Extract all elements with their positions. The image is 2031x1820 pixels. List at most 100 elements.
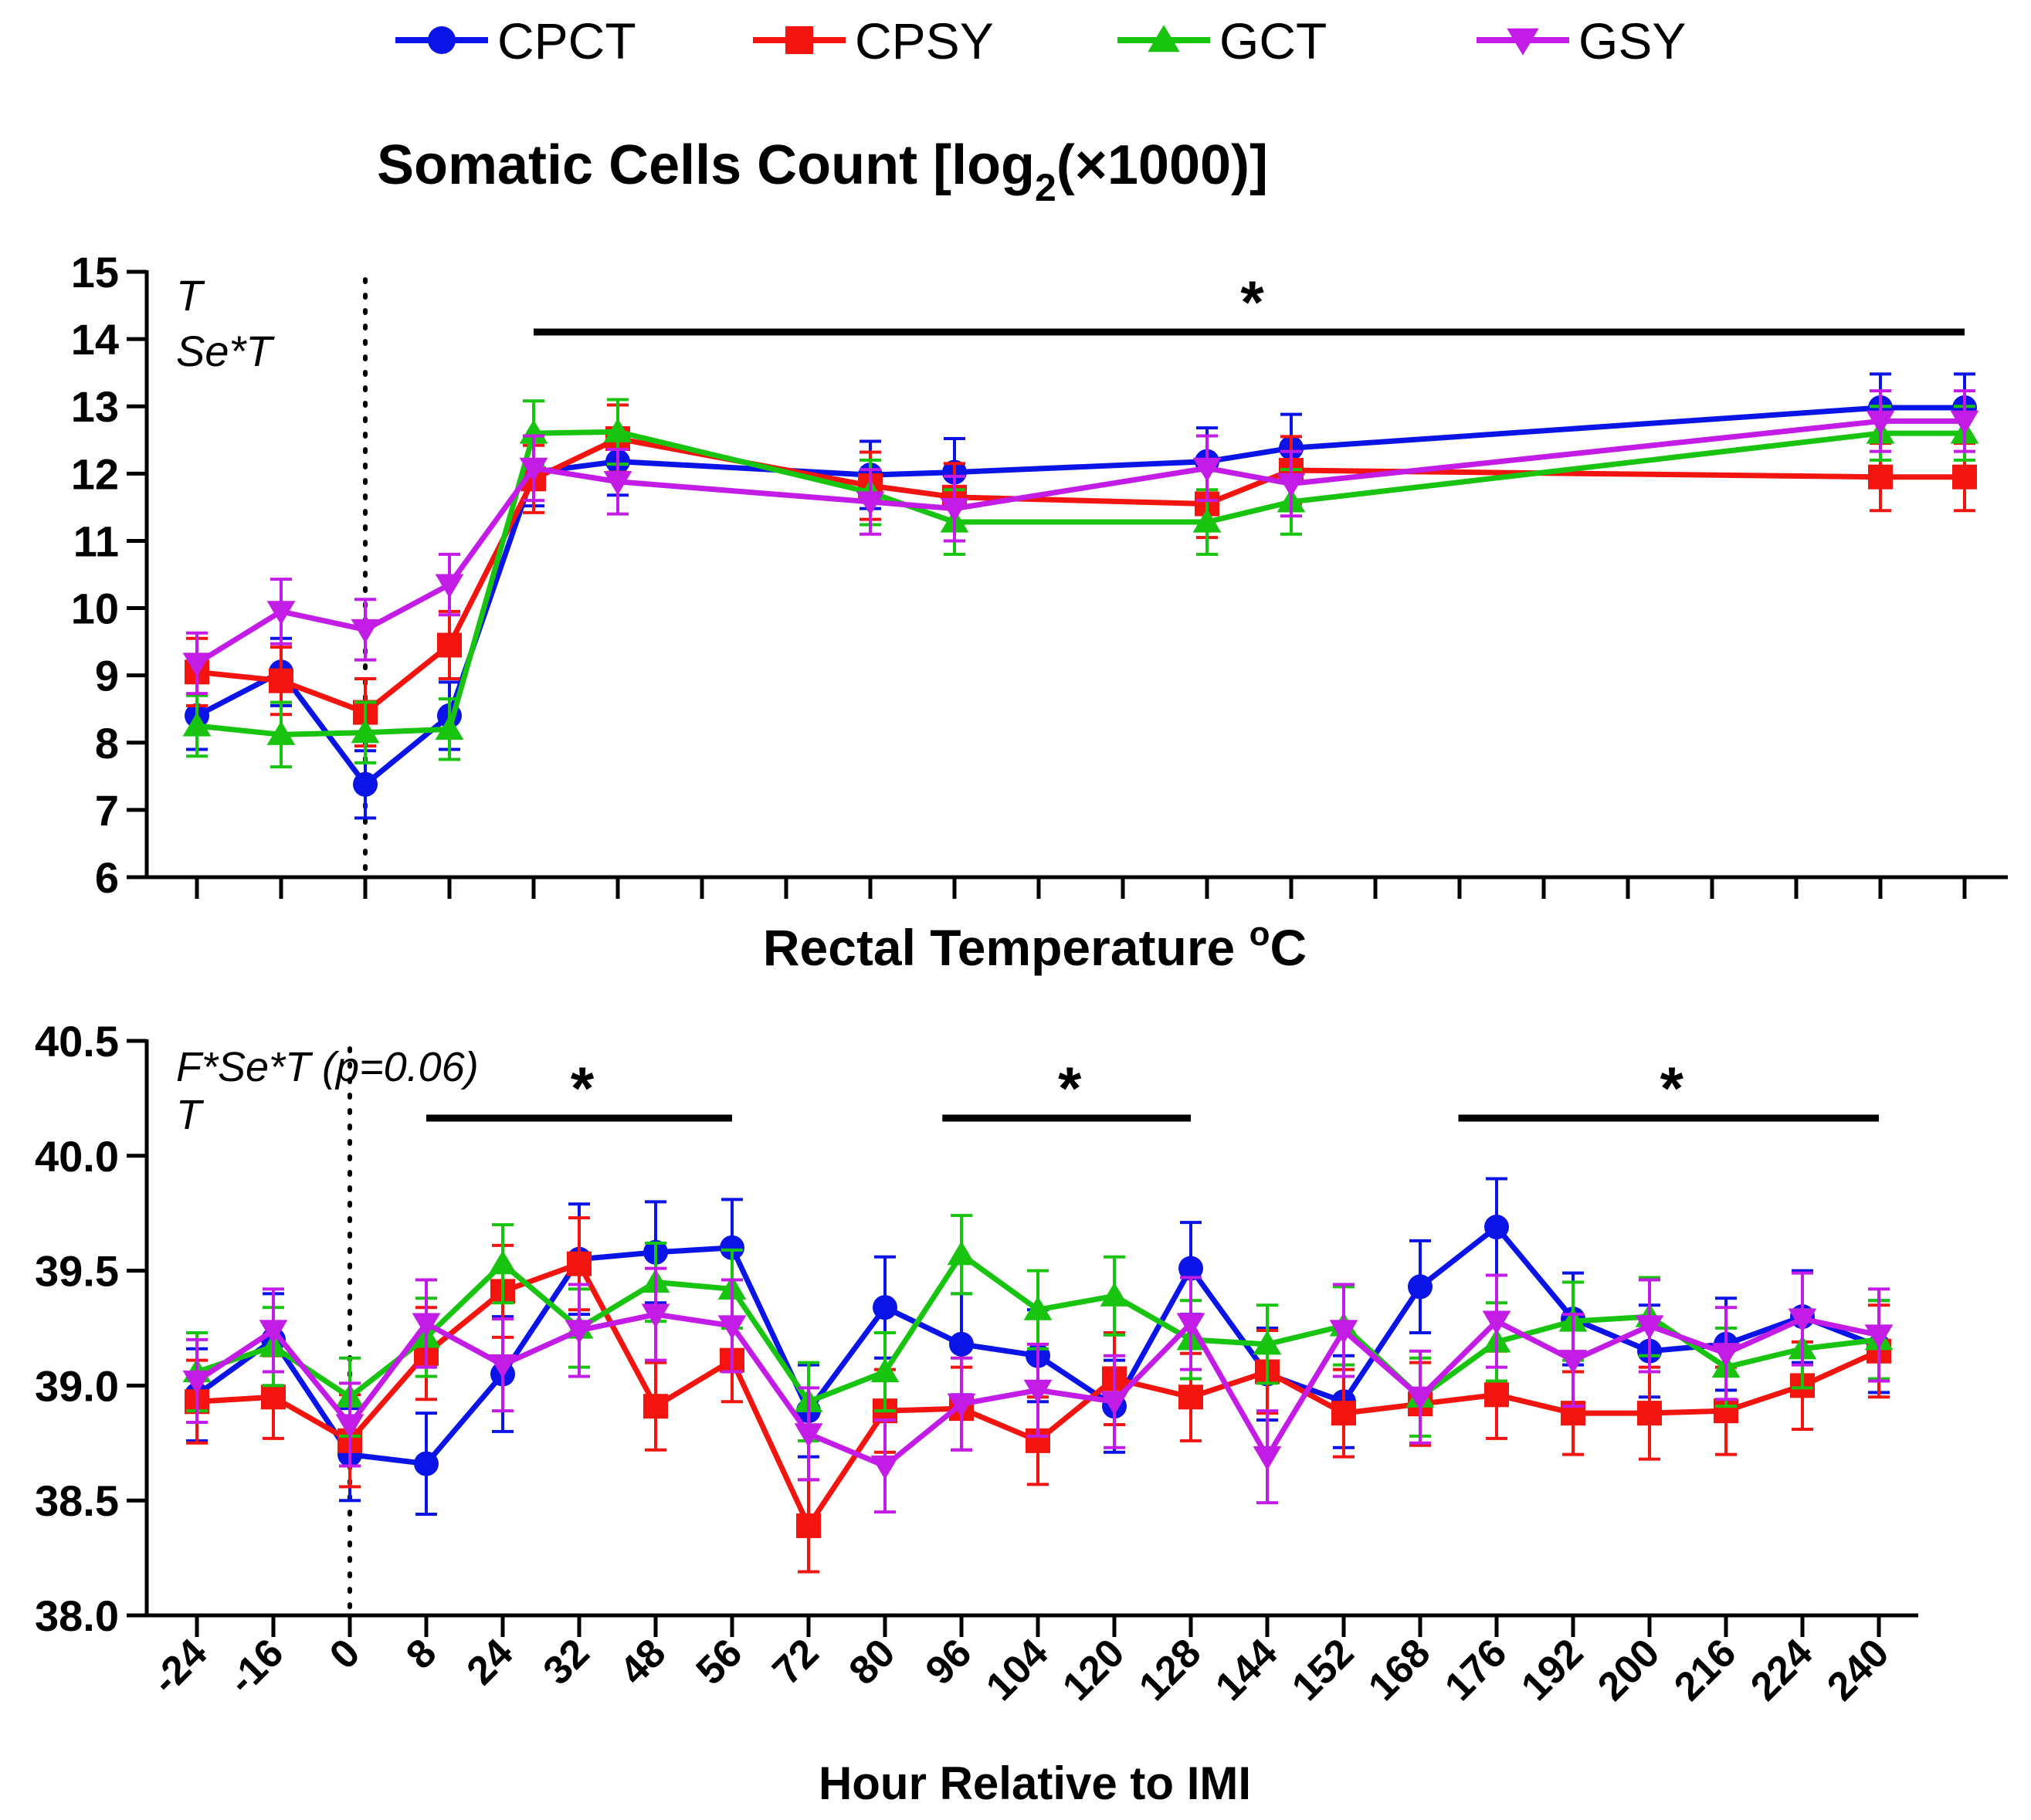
y-tick-label: 39.5 xyxy=(35,1247,119,1296)
data-point xyxy=(1253,1446,1282,1471)
x-tick-label: 32 xyxy=(535,1630,598,1693)
data-point xyxy=(794,1423,823,1448)
x-tick-label: 56 xyxy=(688,1630,751,1693)
data-point xyxy=(1484,1215,1509,1240)
data-point xyxy=(351,719,380,744)
data-point xyxy=(488,1250,517,1275)
x-tick-label: 224 xyxy=(1742,1630,1821,1709)
data-point xyxy=(182,1370,212,1395)
data-point xyxy=(603,471,632,496)
data-point xyxy=(1192,457,1222,482)
data-point xyxy=(870,1357,900,1383)
data-point xyxy=(1176,1313,1205,1337)
data-point xyxy=(1950,410,1979,435)
series-gsy xyxy=(182,1266,1894,1514)
data-point xyxy=(1253,1330,1282,1355)
data-point xyxy=(717,1315,747,1340)
data-point xyxy=(947,1393,976,1418)
data-point xyxy=(414,1451,439,1476)
legend-triangle-up-icon xyxy=(1148,25,1180,53)
data-point xyxy=(567,1251,592,1276)
y-tick-label: 8 xyxy=(95,719,119,768)
data-point xyxy=(1100,1282,1129,1307)
data-point xyxy=(266,601,296,625)
x-tick-label: 152 xyxy=(1283,1630,1362,1709)
legend-triangle-down-icon xyxy=(1507,28,1539,56)
y-tick-label: 12 xyxy=(71,449,119,498)
legend-label-gsy: GSY xyxy=(1578,12,1686,69)
scc-panel-title: Somatic Cells Count [log2(×1000)] xyxy=(377,134,1268,209)
significance-asterisk: * xyxy=(1240,268,1264,336)
x-tick-label: 104 xyxy=(978,1630,1056,1709)
data-point xyxy=(335,1414,364,1439)
x-tick-label: 24 xyxy=(459,1630,522,1693)
x-tick-label: 128 xyxy=(1131,1630,1209,1709)
data-point xyxy=(353,771,378,797)
data-point xyxy=(1711,1343,1741,1368)
data-point xyxy=(873,1295,897,1320)
y-tick-label: 38.0 xyxy=(35,1591,119,1640)
y-tick-label: 39.0 xyxy=(35,1361,119,1410)
data-point xyxy=(1023,1379,1053,1404)
y-tick-label: 40.5 xyxy=(35,1017,119,1066)
data-point xyxy=(1864,1324,1894,1349)
x-tick-label: 200 xyxy=(1589,1630,1668,1709)
y-tick-label: 7 xyxy=(95,786,119,835)
y-tick-label: 11 xyxy=(73,517,119,565)
data-point xyxy=(1866,410,1895,435)
data-point xyxy=(1331,1401,1356,1426)
scc-annotation-effect-1: T xyxy=(176,271,205,320)
series-line xyxy=(195,418,1965,666)
legend-label-cpsy: CPSY xyxy=(855,12,994,69)
x-tick-label: 192 xyxy=(1513,1630,1592,1709)
data-point xyxy=(259,1320,288,1344)
legend-label-cpct: CPCT xyxy=(497,12,636,69)
temperature-panel: F*Se*T (p=0.06) T 38.0 38.5 39.0 39.5 40.0 40… xyxy=(35,1017,1918,1710)
data-point xyxy=(940,498,969,523)
data-point xyxy=(351,619,380,644)
x-tick-label: 80 xyxy=(841,1630,904,1693)
data-point xyxy=(412,1313,441,1337)
data-point xyxy=(1408,1274,1433,1300)
x-tick-label: 96 xyxy=(917,1630,981,1693)
data-point xyxy=(519,457,548,482)
data-point xyxy=(870,1455,900,1480)
data-point xyxy=(1635,1315,1664,1340)
significance-asterisk: * xyxy=(1058,1054,1082,1122)
data-point xyxy=(949,1331,974,1357)
x-tick-label: 0 xyxy=(321,1630,368,1677)
data-point xyxy=(269,668,293,693)
y-tick-label: 14 xyxy=(71,315,119,364)
x-tick-label: 216 xyxy=(1666,1630,1744,1709)
x-tick-label: 8 xyxy=(398,1630,445,1677)
data-point xyxy=(435,574,464,598)
series-line xyxy=(196,429,1965,737)
series-gsy xyxy=(182,389,1979,696)
data-point xyxy=(1192,508,1222,533)
data-point xyxy=(1023,1296,1053,1320)
data-point xyxy=(1788,1308,1817,1333)
data-point xyxy=(796,1513,821,1538)
scc-panel: T Se*T 6 7 8 9 10 11 12 13 14 15 * xyxy=(71,248,2008,902)
significance-asterisk: * xyxy=(571,1054,595,1122)
data-point xyxy=(1868,464,1893,490)
y-tick-label: 38.5 xyxy=(35,1476,119,1525)
x-tick-label: 240 xyxy=(1819,1630,1897,1709)
data-point xyxy=(1178,1256,1203,1281)
legend: CPCT CPSY GCT GSY xyxy=(395,12,1686,69)
data-point xyxy=(1482,1310,1511,1335)
data-point xyxy=(1277,473,1306,497)
temp-annotation-effect-1: F*Se*T (p=0.06) xyxy=(176,1044,479,1090)
x-tick-label: 144 xyxy=(1207,1630,1286,1709)
legend-circle-icon xyxy=(428,26,456,54)
temp-annotation-effect-2: T xyxy=(176,1092,205,1138)
y-tick-label: 9 xyxy=(95,652,119,700)
data-point xyxy=(519,419,548,444)
data-point xyxy=(643,1394,668,1419)
data-point xyxy=(565,1320,594,1344)
x-tick-label: 72 xyxy=(765,1630,828,1693)
x-tick-label: 176 xyxy=(1436,1630,1515,1709)
series-line xyxy=(195,405,1965,788)
y-tick-label: 15 xyxy=(71,248,119,297)
data-point xyxy=(1405,1386,1435,1411)
